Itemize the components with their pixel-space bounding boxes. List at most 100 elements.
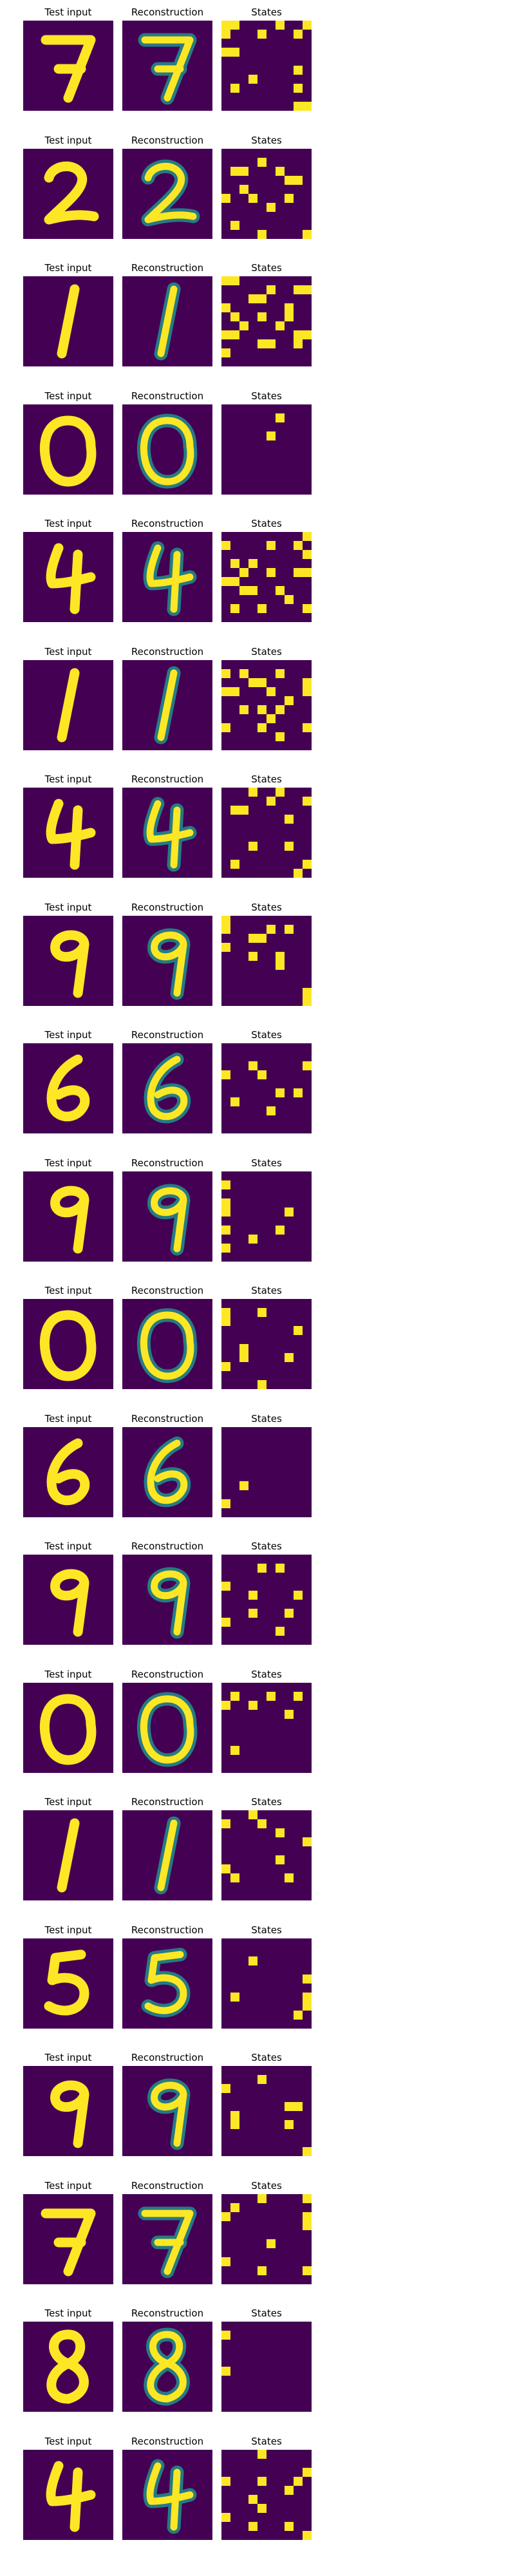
state-cell-active [230, 166, 239, 176]
state-cell-active [221, 48, 230, 57]
state-cell-active [303, 1974, 312, 1984]
state-cell-active [267, 1106, 276, 1115]
state-cell-active [230, 220, 239, 230]
digit-image [23, 276, 113, 366]
input-title: Test input [44, 1668, 92, 1680]
state-cell-active [221, 1070, 230, 1079]
digit-image [23, 1682, 113, 1773]
digit-image [23, 1938, 113, 2029]
state-cell-active [221, 2367, 230, 2376]
state-cell-active [294, 66, 303, 75]
states-panel [221, 532, 312, 622]
state-cell-active [248, 1700, 258, 1710]
state-cell-active [267, 714, 276, 723]
digit-stroke [46, 543, 96, 614]
states-title: States [251, 1668, 282, 1680]
sample-row: Test input Reconstruction States [0, 135, 515, 244]
state-cell-active [258, 705, 267, 714]
reconstruction-image [122, 532, 212, 622]
state-cell-active [230, 48, 239, 57]
digit-stroke [57, 1818, 80, 1893]
state-cell-active [294, 1088, 303, 1097]
state-cell-active [303, 604, 312, 613]
state-cell-active [285, 815, 294, 824]
states-panel [221, 2066, 312, 2156]
state-cell-active [221, 348, 230, 357]
state-cell-active [258, 312, 267, 321]
digit-stroke [39, 415, 97, 486]
reconstruction-stroke [141, 2210, 194, 2275]
reconstruction-panel [122, 1938, 212, 2029]
reconstruction-stroke [157, 669, 178, 741]
states-map [221, 659, 312, 750]
state-cell-active [221, 1308, 230, 1317]
state-cell-active [294, 2010, 303, 2020]
state-cell-active [285, 595, 294, 604]
reconstruction-stroke [140, 417, 194, 485]
reconstruction-panel [122, 148, 212, 239]
state-cell-active [230, 330, 239, 339]
state-cell-active [239, 321, 248, 330]
state-cell-active [285, 1709, 294, 1719]
reconstruction-image [122, 1810, 212, 1900]
reconstruction-stroke [144, 1951, 187, 2014]
state-cell-active [221, 577, 230, 586]
reconstruction-stroke [151, 1187, 187, 1252]
state-cell-active [267, 285, 276, 294]
state-cell-active [285, 2521, 294, 2531]
state-cell-active [258, 1564, 267, 1573]
states-panel [221, 788, 312, 878]
sample-row: Test input Reconstruction States [0, 390, 515, 500]
reconstruction-stroke [140, 1695, 194, 1763]
sample-row: Test input Reconstruction States [0, 646, 515, 755]
digit-stroke [57, 668, 80, 742]
state-cell-active [239, 705, 248, 714]
state-cell-active [230, 1873, 239, 1882]
states-map [221, 532, 312, 622]
state-cell-active [303, 102, 312, 111]
state-cell-active [239, 1481, 248, 1490]
sample-row: Test input Reconstruction States [0, 1924, 515, 2034]
state-cell-active [303, 2221, 312, 2230]
states-title: States [251, 390, 282, 402]
state-cell-active [239, 1344, 248, 1353]
state-cell-active [221, 330, 230, 339]
state-cell-active [230, 604, 239, 613]
reconstruction-panel [122, 659, 212, 750]
states-map [221, 1810, 312, 1900]
input-panel [23, 1426, 113, 1517]
state-cell-active [221, 1618, 230, 1627]
state-cell-active [221, 1499, 230, 1508]
states-map [221, 1938, 312, 2029]
reconstruction-title: Reconstruction [131, 1796, 204, 1808]
states-panel [221, 1299, 312, 1389]
state-cell-active [258, 229, 267, 239]
input-panel [23, 788, 113, 878]
states-background [221, 1426, 312, 1517]
input-panel [23, 1299, 113, 1389]
state-cell-active [258, 933, 267, 943]
state-cell-active [276, 960, 285, 970]
state-cell-active [230, 687, 239, 696]
states-title: States [251, 1412, 282, 1425]
states-title: States [251, 2307, 282, 2319]
state-cell-active [221, 276, 230, 285]
state-cell-active [221, 1243, 230, 1253]
state-cell-active [285, 1609, 294, 1618]
state-cell-active [267, 202, 276, 212]
states-title: States [251, 2435, 282, 2447]
digit-image [23, 21, 113, 111]
reconstruction-title: Reconstruction [131, 2435, 204, 2447]
states-map [221, 1555, 312, 1645]
state-cell-active [267, 797, 276, 806]
reconstruction-title: Reconstruction [131, 6, 204, 18]
input-title: Test input [44, 773, 92, 785]
digit-stroke [46, 2329, 89, 2404]
state-cell-active [221, 1864, 230, 1873]
states-title: States [251, 1540, 282, 1552]
input-panel [23, 915, 113, 1006]
states-map [221, 1682, 312, 1773]
state-cell-active [276, 1855, 285, 1864]
state-cell-active [230, 2202, 239, 2212]
state-cell-active [248, 1591, 258, 1600]
